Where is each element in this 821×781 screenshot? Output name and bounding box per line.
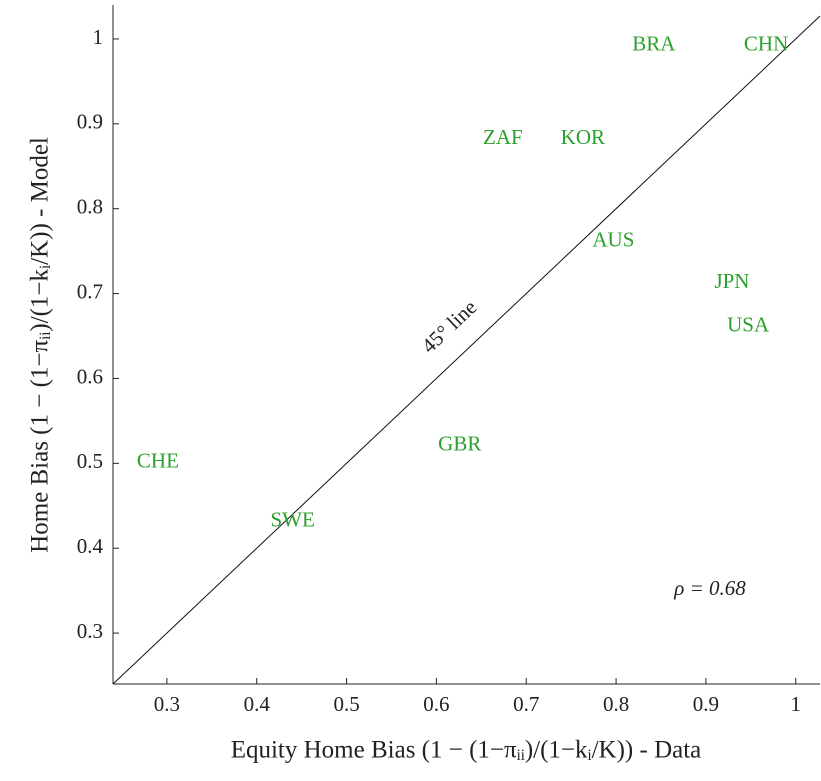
- point-label: GBR: [438, 431, 481, 455]
- x-tick-label: 0.9: [693, 692, 719, 716]
- point-label: USA: [727, 312, 770, 336]
- x-tick-label: 0.6: [423, 692, 449, 716]
- y-tick-label: 0.3: [77, 619, 103, 643]
- point-label: AUS: [592, 228, 634, 252]
- diagonal-line: [112, 15, 821, 685]
- point-label: KOR: [561, 125, 605, 149]
- point-label: CHE: [137, 448, 179, 472]
- point-label: ZAF: [483, 125, 523, 149]
- x-tick-label: 0.7: [513, 692, 539, 716]
- point-label: BRA: [632, 32, 676, 56]
- y-tick-label: 0.6: [77, 364, 103, 388]
- point-label: SWE: [271, 508, 315, 532]
- x-tick-label: 0.4: [244, 692, 271, 716]
- x-tick-label: 0.5: [333, 692, 359, 716]
- y-tick-label: 0.8: [77, 195, 103, 219]
- x-tick-label: 0.8: [603, 692, 629, 716]
- diagonal-label: 45° line: [417, 295, 482, 358]
- y-tick-label: 1: [93, 25, 104, 49]
- y-tick-label: 0.7: [77, 279, 103, 303]
- x-tick-label: 1: [790, 692, 801, 716]
- y-tick-label: 0.4: [77, 534, 104, 558]
- point-label: JPN: [714, 269, 749, 293]
- point-label: CHN: [744, 32, 788, 56]
- y-axis-title: Home Bias (1 − (1−πᵢᵢ)/(1−kᵢ/K)) - Model: [27, 137, 54, 553]
- x-axis-title: Equity Home Bias (1 − (1−πᵢᵢ)/(1−kᵢ/K)) …: [231, 737, 702, 764]
- y-tick-label: 0.9: [77, 110, 103, 134]
- y-tick-label: 0.5: [77, 449, 103, 473]
- correlation-annotation: ρ = 0.68: [673, 576, 746, 600]
- x-tick-label: 0.3: [154, 692, 180, 716]
